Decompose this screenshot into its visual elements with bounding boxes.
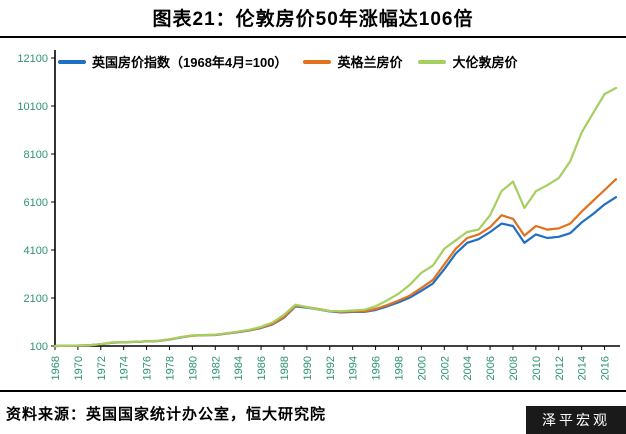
x-tick-label: 1972 [96,356,108,380]
x-tick-label: 1998 [393,356,405,380]
legend-label: 英格兰房价 [337,55,403,70]
x-tick-label: 2004 [462,356,474,380]
x-tick-label: 1980 [187,356,199,380]
chart-legend: 英国房价指数（1968年4月=100） 英格兰房价 大伦敦房价 [58,52,517,71]
y-tick-label: 2100 [24,293,48,305]
series-line-1 [53,178,618,348]
footer: 资料来源：英国国家统计办公室，恒大研究院 泽平宏观 [0,390,626,434]
x-tick-label: 1990 [302,356,314,380]
line-chart: 100 2100 4100 6100 8100 10100 12100 1968 1970 197… [17,50,620,380]
x-tick-label: 2000 [416,356,428,380]
legend-item-2: 大伦敦房价 [418,52,517,71]
y-tick-label: 12100 [17,53,48,65]
x-tick-label: 2012 [554,356,566,380]
x-tick-label: 1988 [279,356,291,380]
x-tick-label: 2014 [577,356,589,380]
y-tick-label: 10100 [17,101,48,113]
x-tick-label: 1974 [119,356,131,380]
x-tick-label: 1994 [348,356,360,380]
y-tick-label: 8100 [24,149,48,161]
source-note: 资料来源：英国国家统计办公室，恒大研究院 [6,405,327,423]
x-tick-label: 1982 [210,356,222,380]
legend-item-0: 英国房价指数（1968年4月=100） [58,52,287,71]
y-tick-label: 100 [30,341,48,353]
x-tick-label: 1978 [164,356,176,380]
x-tick-label: 2010 [531,356,543,380]
x-tick-label: 1970 [73,356,85,380]
legend-label: 大伦敦房价 [452,55,518,70]
legend-item-1: 英格兰房价 [303,52,402,71]
legend-line-swatch [58,59,86,64]
chart-title: 图表21：伦敦房价50年涨幅达106倍 [152,9,474,30]
top-divider [0,36,626,38]
series-line-0 [53,196,618,348]
x-tick-label: 1996 [371,356,383,380]
legend-line-swatch [418,59,447,64]
x-tick-label: 2002 [439,356,451,380]
x-tick-label: 1992 [325,356,337,380]
x-tick-label: 2016 [600,356,612,380]
series-line-2 [53,86,618,348]
x-tick-label: 1986 [256,356,268,380]
y-tick-label: 6100 [24,197,48,209]
x-tick-label: 2008 [508,356,520,380]
x-tick-label: 1984 [233,356,245,380]
y-tick-label: 4100 [24,245,48,257]
x-tick-label: 2006 [485,356,497,380]
watermark-badge: 泽平宏观 [526,406,626,434]
legend-line-swatch [303,59,332,64]
x-tick-label: 1968 [50,356,62,380]
chart-area: 100 2100 4100 6100 8100 10100 12100 1968 1970 197… [0,38,626,390]
legend-label: 英国房价指数（1968年4月=100） [92,55,288,70]
x-tick-label: 1976 [142,356,154,380]
